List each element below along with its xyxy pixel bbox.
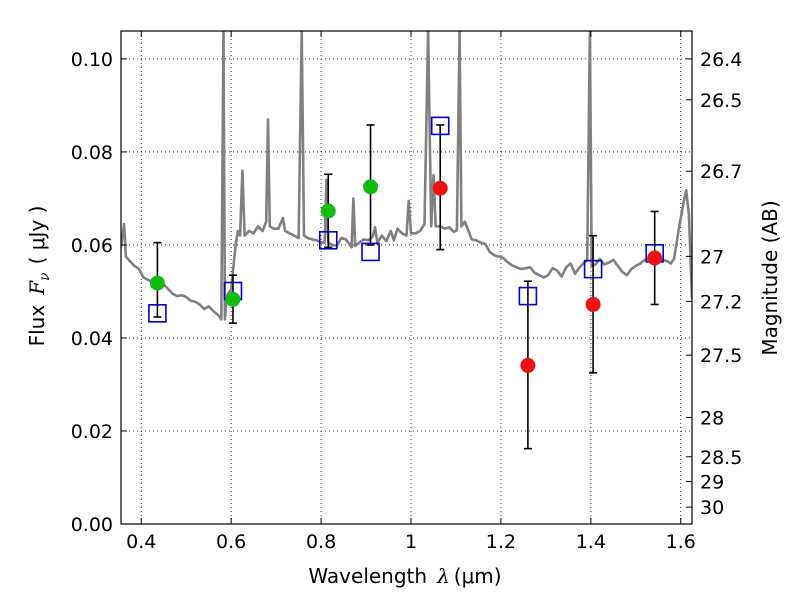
y-tick-label: 0.08 [71,142,113,164]
axis-ticks: 0.4 0.6 0.8 1 1.2 1.4 1.6 0.00 0.02 0.04 0.06 0.08 0… [71,31,742,553]
model-square-point [518,286,538,306]
green-data-point [320,203,336,219]
y2-axis-label: Magnitude (AB) [758,200,782,355]
x-tick-label: 0.4 [126,531,156,553]
x-tick-label: 0.6 [216,531,246,553]
red-data-point [647,250,663,266]
green-data-point [225,291,241,307]
red-data-point [432,180,448,196]
error-bars [153,124,659,450]
model-square-point [148,304,167,323]
y2-tick-label: 30 [700,497,724,519]
model-square-point [430,116,450,136]
x-tick-label: 1 [405,531,417,553]
red-data-point [520,357,536,373]
y2-tick-label: 27 [700,246,724,268]
x-tick-label: 1.4 [576,531,606,553]
y-tick-label: 0.02 [71,421,113,443]
y-tick-label: 0.04 [71,328,113,350]
data-markers [148,116,664,373]
y2-tick-label: 29 [700,472,724,494]
y-axis-label: FluxFν( μJy ) [25,206,53,347]
y-tick-label: 0.10 [71,49,113,71]
model-spectrum [121,31,692,321]
y2-tick-label: 26.7 [700,161,742,183]
green-data-point [149,275,165,291]
x-tick-label: 1.2 [486,531,516,553]
spectrum-line [121,31,692,321]
model-square-point [583,259,603,279]
grid-lines [121,31,692,525]
plot-frame [120,30,693,525]
y2-tick-label: 27.5 [700,345,742,367]
x-tick-label: 1.6 [666,531,696,553]
x-axis-label: Wavelength λ (μm) [308,564,501,588]
y2-tick-label: 27.2 [700,291,742,313]
y2-tick-label: 26.4 [700,49,742,71]
x-tick-label: 0.8 [306,531,336,553]
y2-tick-label: 26.5 [700,90,742,112]
green-data-point [363,179,379,195]
y-tick-label: 0.06 [71,235,113,257]
model-square-point [318,230,338,250]
y2-tick-label: 28 [700,407,724,429]
red-data-point [585,296,601,312]
y-tick-label: 0.00 [71,514,113,536]
y2-tick-label: 28.5 [700,447,742,469]
model-square-point [361,242,380,262]
